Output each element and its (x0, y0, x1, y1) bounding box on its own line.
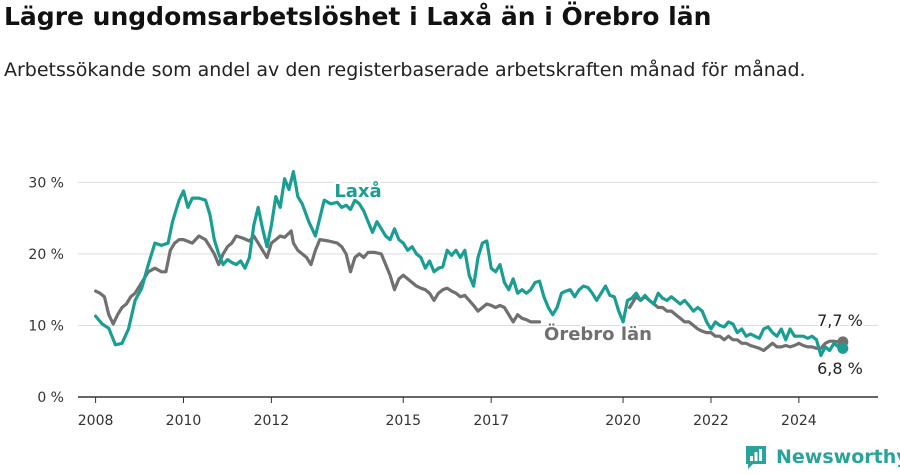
x-tick-label: 2022 (693, 413, 729, 429)
series-label-laxa: Laxå (334, 180, 381, 202)
x-axis-ticks: 2008 2010 2012 2015 2017 2020 2022 2024 (78, 397, 817, 429)
x-tick-label: 2024 (781, 413, 817, 429)
newsworthy-logo-icon (746, 446, 766, 469)
y-tick-label: 0 % (37, 390, 64, 406)
y-axis-ticks: 0 % 10 % 20 % 30 % (28, 175, 64, 406)
series-lines (94, 170, 849, 358)
x-tick-label: 2020 (605, 413, 641, 429)
y-tick-label: 20 % (28, 247, 64, 263)
x-tick-label: 2010 (166, 413, 202, 429)
y-tick-label: 10 % (28, 318, 64, 334)
brand-name: Newsworthy (776, 446, 900, 468)
series-line-laxa (94, 170, 845, 358)
end-value-orebro: 7,7 % (817, 311, 863, 330)
x-tick-label: 2012 (254, 413, 290, 429)
x-tick-label: 2017 (473, 413, 509, 429)
series-labels: Laxå Örebro län 7,7 % 6,8 % (332, 178, 865, 380)
series-line-orebro (94, 229, 845, 353)
chart-subtitle: Arbetssökande som andel av den registerb… (4, 59, 806, 81)
x-tick-label: 2015 (385, 413, 421, 429)
x-tick-label: 2008 (78, 413, 114, 429)
y-tick-label: 30 % (28, 175, 64, 191)
series-label-orebro: Örebro län (544, 323, 652, 345)
series-end-point (837, 342, 849, 354)
newsworthy-logo: Newsworthy (744, 442, 900, 472)
end-value-laxa: 6,8 % (817, 359, 863, 378)
chart-title: Lägre ungdomsarbetslöshet i Laxå än i Ör… (4, 2, 712, 31)
